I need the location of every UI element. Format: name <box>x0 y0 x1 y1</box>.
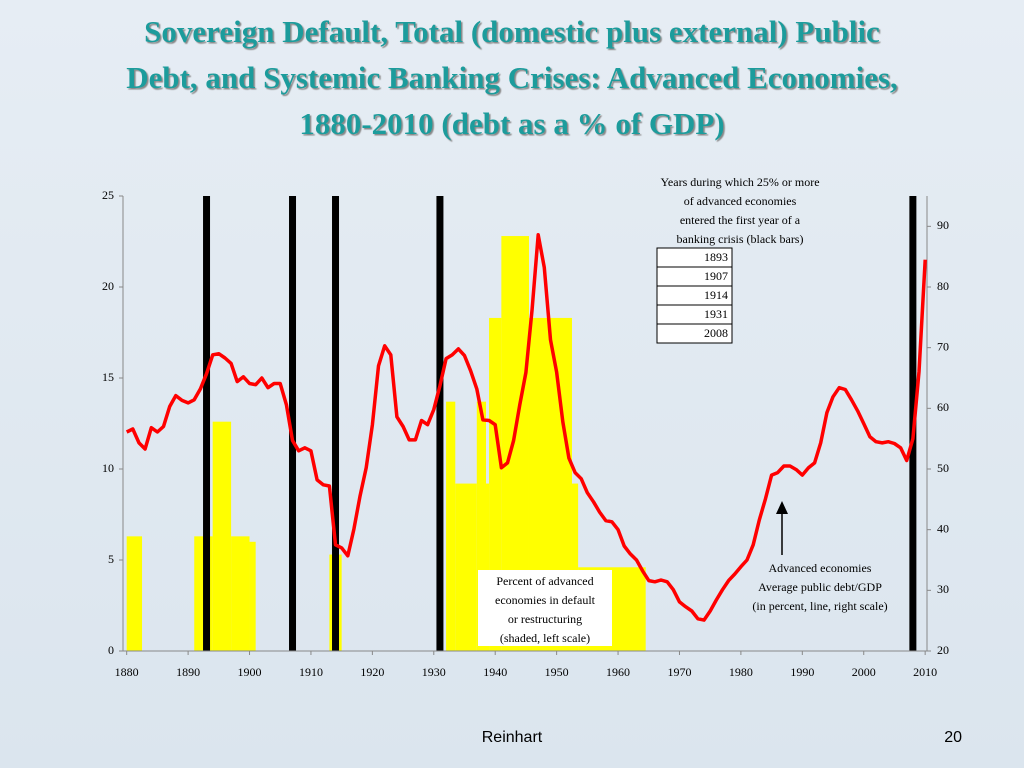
default-annotation: Percent of advanced <box>496 574 593 588</box>
y-tick-label: 10 <box>102 461 114 475</box>
x-tick-label: 1990 <box>790 665 814 679</box>
title-line: Debt, and Systemic Banking Crises: Advan… <box>126 60 898 95</box>
title-line: Sovereign Default, Total (domestic plus … <box>144 14 880 49</box>
y-tick-label: 15 <box>102 370 114 384</box>
default-bar <box>476 401 486 651</box>
crisis-bar <box>289 196 297 651</box>
x-tick-label: 1890 <box>176 665 200 679</box>
x-tick-label: 1900 <box>238 665 262 679</box>
default-annotation: economies in default <box>495 593 596 607</box>
x-tick-label: 1970 <box>667 665 691 679</box>
default-bar <box>212 421 232 651</box>
table-year: 1914 <box>704 288 728 302</box>
y-tick-label: 25 <box>102 188 114 202</box>
x-tick-label: 2000 <box>852 665 876 679</box>
y-tick-label: 5 <box>108 552 114 566</box>
crisis-bar <box>332 196 340 651</box>
x-tick-label: 1960 <box>606 665 630 679</box>
x-tick-label: 1950 <box>545 665 569 679</box>
debt-annotation: Average public debt/GDP <box>758 580 882 594</box>
table-year: 1893 <box>704 250 728 264</box>
default-bar <box>485 483 490 651</box>
default-bar <box>249 541 256 651</box>
y2-tick-label: 30 <box>937 582 949 596</box>
y2-tick-label: 60 <box>937 400 949 414</box>
y2-tick-label: 20 <box>937 643 949 657</box>
page-number: 20 <box>944 729 962 746</box>
x-tick-label: 1910 <box>299 665 323 679</box>
y-tick-label: 0 <box>108 643 114 657</box>
table-cell <box>656 323 733 344</box>
x-tick-label: 1980 <box>729 665 753 679</box>
debt-annotation: Advanced economies <box>769 561 872 575</box>
debt-line <box>125 233 927 622</box>
x-tick-label: 1930 <box>422 665 446 679</box>
y2-tick-label: 80 <box>937 279 949 293</box>
crisis-caption: banking crisis (black bars) <box>677 232 804 246</box>
default-annotation: (shaded, left scale) <box>500 631 590 645</box>
crisis-caption: entered the first year of a <box>680 213 801 227</box>
default-annotation: or restructuring <box>508 612 582 626</box>
default-bar <box>571 483 579 651</box>
table-year: 1931 <box>704 307 728 321</box>
crisis-caption: of advanced economies <box>684 194 797 208</box>
debt-annotation: (in percent, line, right scale) <box>752 599 887 613</box>
crisis-bar <box>203 196 211 651</box>
title: Sovereign Default, Total (domestic plus … <box>126 14 898 141</box>
author: Reinhart <box>482 729 543 746</box>
arrow-head <box>776 501 788 514</box>
annotation-box <box>478 570 612 646</box>
table-year: 1907 <box>704 269 728 283</box>
title-line: 1880-2010 (debt as a % of GDP) <box>299 106 724 141</box>
table-year: 2008 <box>704 326 728 340</box>
y2-tick-label: 50 <box>937 461 949 475</box>
x-tick-label: 1920 <box>360 665 384 679</box>
y2-tick-label: 70 <box>937 339 949 353</box>
x-tick-label: 2010 <box>913 665 937 679</box>
x-tick-label: 1880 <box>115 665 139 679</box>
x-tick-label: 1940 <box>483 665 507 679</box>
crisis-caption: Years during which 25% or more <box>660 175 819 189</box>
default-bar <box>126 536 143 651</box>
y2-tick-label: 40 <box>937 521 949 535</box>
default-bar <box>231 536 250 651</box>
default-bar <box>455 483 477 651</box>
crisis-bar <box>436 196 444 651</box>
default-bar <box>489 317 502 651</box>
default-bar <box>446 401 456 651</box>
y-tick-label: 20 <box>102 279 114 293</box>
y2-tick-label: 90 <box>937 218 949 232</box>
